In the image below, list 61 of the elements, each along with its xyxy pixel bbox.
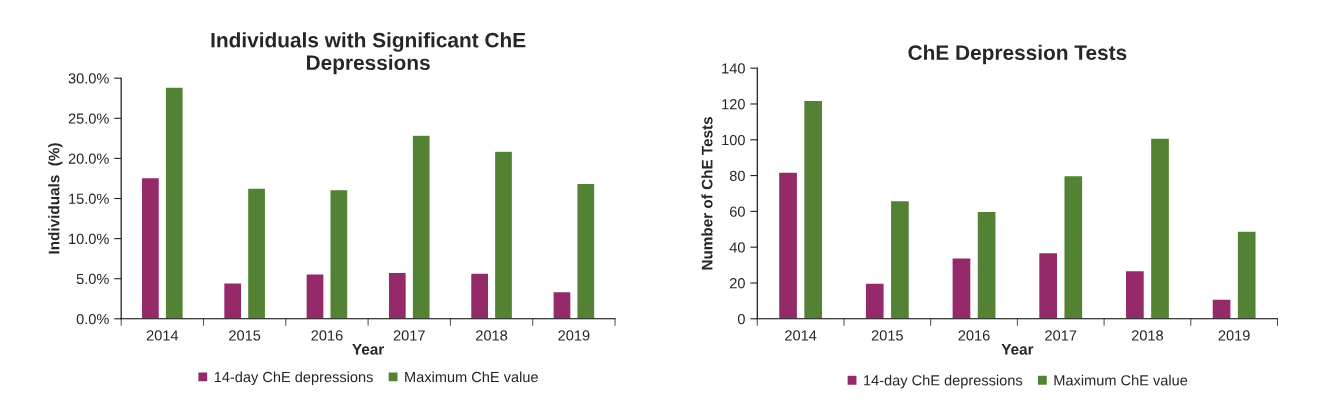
bar [951,257,972,319]
y-axis-title: Individuals (%) [48,143,63,254]
bar [777,171,799,319]
bar [411,134,431,319]
chart-title: Individuals with Significant ChE Depressions [211,32,526,75]
bar [140,176,161,319]
y-tick-label: 30.0% [68,73,109,84]
y-axis-title: Number of ChE Tests [701,117,713,270]
x-tick-label: 2016 [958,330,990,341]
bar [493,150,514,319]
y-tick-label: 0 [737,313,745,325]
x-tick-label: 2017 [1045,330,1077,341]
y-tick-label: 80 [729,170,745,182]
y-tick-label: 40 [729,242,745,253]
bar [329,188,349,319]
bar [889,199,911,319]
bar [864,282,885,319]
bar [469,272,490,319]
legend-label: Maximum ChE value [405,371,538,383]
y-tick-label: 120 [722,99,745,110]
x-tick-label: 2016 [311,330,343,341]
y-tick-label: 10.0% [69,233,109,245]
bar [552,290,572,319]
bar [305,273,325,319]
bar [1149,137,1171,319]
bar [387,271,408,319]
bar [1063,174,1084,319]
bar [222,282,243,319]
bar [576,182,596,319]
x-tick-label: 2018 [1131,330,1164,341]
y-tick-label: 20.0% [68,153,109,164]
y-tick-label: 15.0% [69,193,109,204]
bar [1124,269,1146,319]
y-tick-label: 140 [722,63,745,74]
legend-label: Maximum ChE value [1054,374,1188,386]
bar [976,210,997,319]
legend-label: 14-day ChE depressions [864,374,1023,389]
chart-title: ChE Depression Tests [908,44,1127,65]
bar [246,187,267,319]
y-tick-label: 100 [722,134,745,146]
x-tick-label: 2014 [146,330,179,341]
y-tick-label: 20 [729,278,745,289]
y-tick-label: 0.0% [76,313,109,325]
x-axis-title: Year [352,344,385,355]
x-tick-label: 2019 [558,330,590,341]
bar [164,86,185,319]
x-tick-label: 2015 [871,330,903,341]
bar [1037,251,1059,319]
x-tick-label: 2017 [393,330,425,341]
bar [1211,298,1232,319]
y-tick-label: 25.0% [68,113,109,124]
y-tick-label: 5.0% [76,273,109,285]
y-tick-label: 60 [729,206,745,217]
x-tick-label: 2015 [229,330,261,341]
x-axis-title: Year [1001,344,1034,355]
x-tick-label: 2019 [1218,330,1250,341]
x-tick-label: 2014 [785,330,817,341]
x-tick-label: 2018 [476,330,508,341]
bar [802,99,824,319]
bar [1236,230,1257,319]
legend-label: 14-day ChE depressions [214,371,373,386]
